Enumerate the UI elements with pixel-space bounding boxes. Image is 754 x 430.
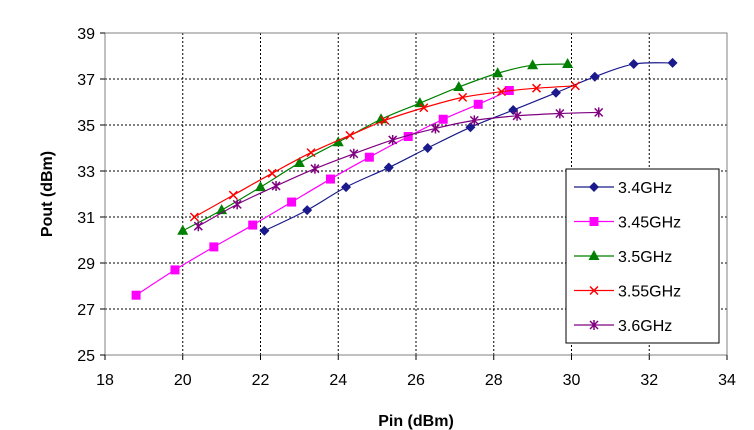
data-point <box>550 87 561 98</box>
data-point <box>271 180 281 191</box>
legend-marker <box>588 250 600 260</box>
data-point <box>193 221 203 232</box>
data-point <box>255 181 266 192</box>
legend-marker <box>589 320 599 330</box>
data-point <box>177 224 189 235</box>
data-point <box>469 115 479 126</box>
data-point <box>349 148 359 159</box>
legend: 3.4GHz 3.45GHz 3.5GHz 3.55GHz 3.6GHz <box>565 168 720 344</box>
y-tick-label: 35 <box>77 118 95 135</box>
data-point <box>628 59 639 70</box>
y-axis-title: Pout (dBm) <box>39 151 56 237</box>
x-tick-label: 34 <box>718 372 736 389</box>
y-tick-label: 31 <box>77 210 95 227</box>
data-point <box>465 122 476 133</box>
y-tick-label: 39 <box>77 26 95 43</box>
data-point <box>589 71 600 82</box>
x-tick-label: 24 <box>329 372 347 389</box>
y-tick-labels: 25 27 29 31 33 35 37 39 <box>77 26 105 365</box>
data-point <box>473 99 483 109</box>
legend-item: 3.6GHz <box>574 318 672 335</box>
data-point <box>209 242 219 252</box>
data-point <box>248 220 258 230</box>
legend-label: 3.6GHz <box>618 318 672 335</box>
data-point <box>232 199 242 210</box>
data-point <box>667 57 678 68</box>
x-tick-label: 28 <box>485 372 503 389</box>
legend-marker <box>589 182 599 192</box>
data-point <box>302 205 313 216</box>
data-point <box>496 87 507 97</box>
legend-label: 3.55GHz <box>618 284 681 301</box>
y-tick-label: 27 <box>77 302 95 319</box>
data-point <box>332 136 344 147</box>
data-point <box>388 134 398 145</box>
data-point <box>527 59 539 70</box>
data-point <box>512 110 522 121</box>
legend-label: 3.45GHz <box>618 215 681 232</box>
data-point <box>325 174 335 184</box>
legend-item: 3.5GHz <box>574 249 672 266</box>
legend-marker <box>589 217 599 226</box>
data-point <box>594 107 604 118</box>
series-3.55GHz <box>189 81 580 222</box>
data-point <box>131 290 141 300</box>
data-point <box>228 190 238 200</box>
data-point <box>403 132 413 141</box>
data-point <box>364 152 374 162</box>
y-tick-label: 25 <box>77 348 95 365</box>
data-point <box>383 162 394 173</box>
data-point <box>267 168 277 178</box>
x-tick-label: 18 <box>96 372 114 389</box>
series-3.5GHz <box>177 58 574 235</box>
legend-item: 3.55GHz <box>574 284 681 301</box>
legend-label: 3.4GHz <box>618 180 672 197</box>
series-3.6GHz <box>193 107 604 232</box>
series-3.4GHz <box>259 57 678 236</box>
data-point <box>438 114 448 124</box>
x-tick-label: 30 <box>563 372 581 389</box>
legend-label: 3.5GHz <box>618 249 672 266</box>
data-point <box>555 108 565 119</box>
data-point <box>189 212 199 222</box>
y-tick-label: 37 <box>77 72 95 89</box>
y-tick-label: 33 <box>77 164 95 181</box>
data-point <box>508 105 519 116</box>
x-axis-title: Pin (dBm) <box>378 413 454 430</box>
data-point <box>310 163 320 174</box>
x-tick-label: 32 <box>640 372 658 389</box>
legend-marker <box>589 285 599 296</box>
series-layer <box>131 57 678 300</box>
x-tick-labels: 18 20 22 24 26 28 30 32 34 <box>96 355 736 389</box>
data-point <box>419 103 429 113</box>
legend-item: 3.45GHz <box>574 215 681 232</box>
data-point <box>170 265 180 275</box>
x-tick-label: 22 <box>252 372 270 389</box>
x-tick-label: 20 <box>174 372 192 389</box>
data-point <box>430 123 440 134</box>
data-point <box>293 156 305 167</box>
data-point <box>259 225 270 236</box>
data-point <box>458 92 468 102</box>
data-point <box>380 115 390 125</box>
data-point <box>492 67 504 78</box>
data-point <box>287 197 297 207</box>
data-point <box>562 58 574 69</box>
data-point <box>306 148 316 158</box>
data-point <box>345 130 355 140</box>
y-tick-label: 29 <box>77 256 95 273</box>
data-point <box>414 97 426 108</box>
data-point <box>570 81 580 91</box>
x-tick-label: 26 <box>407 372 425 389</box>
data-point <box>422 143 433 153</box>
data-point <box>531 83 542 93</box>
data-point <box>341 182 352 193</box>
legend-item: 3.4GHz <box>574 180 672 197</box>
data-point <box>453 81 465 92</box>
